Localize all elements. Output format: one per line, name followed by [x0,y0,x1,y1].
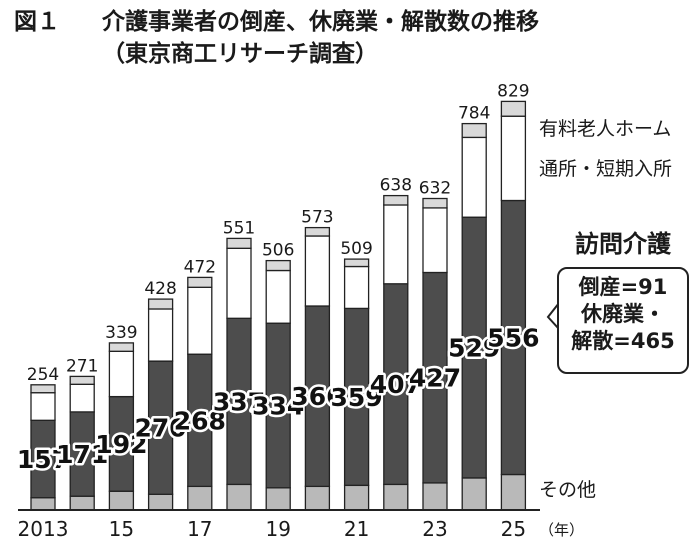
bar-segment-other-2025 [500,473,527,511]
bar-segment-nursing_home-2021 [343,258,370,268]
bar-segment-home_care-2025 [500,199,527,476]
bar-segment-other-2022 [383,483,409,511]
bar-segment-home_care-2015 [108,395,135,492]
total-label-2021: 509 [340,239,372,259]
x-axis-unit: （年） [539,521,585,539]
legend-label-other: その他 [539,479,597,501]
total-label-2025: 829 [497,81,529,101]
legend-label-nursing-home: 有料老人ホーム [539,118,672,140]
bar-segment-nursing_home-2014 [69,375,95,385]
home-care-label-2013: 157 [17,445,69,474]
bar-segment-home_care-2023 [422,271,448,484]
bar-segment-day_short_stay-2013 [30,392,56,421]
bar-segment-day_short_stay-2017 [187,286,213,355]
x-tick-label-2021: 21 [344,517,369,541]
x-tick-label-2019: 19 [265,517,290,541]
bar-segment-home_care-2021 [343,307,370,486]
callout-title: 訪問介護 [575,230,671,258]
total-label-2018: 551 [223,218,255,238]
bar-segment-other-2019 [265,487,291,511]
bar-segment-nursing_home-2025 [500,100,527,117]
bar-segment-nursing_home-2015 [108,342,135,352]
bar-segment-home_care-2020 [304,305,331,488]
bar-segment-nursing_home-2020 [304,226,331,237]
bar-segment-home_care-2013 [30,419,56,499]
home-care-label-2015: 192 [95,430,147,459]
bar-segment-day_short_stay-2021 [343,265,370,310]
home-care-label-2023: 427 [409,364,461,393]
bar-segment-home_care-2018 [226,317,252,486]
total-label-2014: 271 [66,356,98,376]
bar-segment-other-2018 [226,483,252,511]
bar-segment-nursing_home-2024 [461,122,487,139]
bar-segment-other-2015 [108,490,135,511]
bar-segment-home_care-2017 [187,353,213,488]
bar-segment-other-2016 [147,493,174,511]
home-care-label-2017: 268 [174,406,226,435]
bar-segment-other-2023 [422,482,448,511]
home-care-label-2022: 407 [370,370,422,399]
total-label-2019: 506 [262,241,294,261]
chart-title: 介護事業者の倒産、休廃業・解散数の推移 [102,9,539,35]
bar-segment-other-2013 [30,497,56,511]
bar-segment-nursing_home-2016 [147,298,174,310]
bar-segment-day_short_stay-2020 [304,235,331,307]
total-label-2022: 638 [380,176,412,196]
x-tick-label-2015: 15 [109,517,134,541]
x-tick-label-2013: 2013 [18,517,69,541]
chart-subtitle: （東京商工リサーチ調査） [102,41,378,67]
callout-box: 倒産=91 休廃業・ 解散=465 [557,267,689,374]
bar-segment-home_care-2016 [147,360,174,495]
bar-segment-day_short_stay-2014 [69,383,95,413]
bar-segment-nursing_home-2019 [265,259,291,272]
home-care-label-2024: 529 [448,334,500,363]
figure-label: 図１ [14,9,60,35]
bar-segment-day_short_stay-2023 [422,207,448,274]
bar-segment-other-2014 [69,495,95,511]
bar-segment-nursing_home-2017 [187,276,213,288]
total-label-2024: 784 [458,104,490,124]
bar-segment-nursing_home-2022 [383,194,409,206]
bar-segment-home_care-2022 [383,283,409,486]
x-tick-label-2017: 17 [187,517,212,541]
bar-segment-day_short_stay-2024 [461,136,487,218]
bar-segment-other-2021 [343,484,370,511]
x-tick-label-2025: 25 [501,517,526,541]
bar-segment-nursing_home-2023 [422,197,448,209]
bar-segment-other-2024 [461,477,487,511]
bar-segment-home_care-2024 [461,216,487,479]
bar-segment-day_short_stay-2022 [383,204,409,285]
callout-closure-line2: 解散=465 [571,329,675,353]
bar-segment-other-2020 [304,485,331,511]
total-label-2015: 339 [105,323,137,343]
home-care-label-2020: 366 [291,382,343,411]
total-label-2016: 428 [144,279,176,299]
x-tick-label-2023: 23 [422,517,447,541]
home-care-label-2019: 334 [252,392,304,421]
bar-segment-other-2017 [187,485,213,511]
callout-bankruptcy: 倒産=91 [578,275,668,299]
total-label-2023: 632 [419,179,451,199]
chart-title-row: 図１ 介護事業者の倒産、休廃業・解散数の推移 [14,8,539,36]
total-label-2017: 472 [184,257,216,277]
home-care-label-2025: 556 [487,324,539,353]
bar-segment-day_short_stay-2025 [500,115,527,202]
total-label-2020: 573 [301,208,333,228]
bar-segment-day_short_stay-2019 [265,269,291,324]
total-label-2013: 254 [27,365,59,385]
bar-segment-nursing_home-2013 [30,384,56,394]
bar-segment-home_care-2019 [265,322,291,489]
bar-segment-day_short_stay-2018 [226,247,252,319]
home-care-label-2021: 359 [331,383,383,412]
bar-segment-day_short_stay-2015 [108,350,135,398]
legend-label-day-short-stay: 通所・短期入所 [539,158,673,180]
bar-segment-day_short_stay-2016 [147,308,174,362]
home-care-label-2014: 171 [56,440,108,469]
bar-segment-home_care-2014 [69,411,95,497]
home-care-label-2018: 337 [213,387,265,416]
callout-closure-line1: 休廃業・ [581,302,665,326]
home-care-label-2016: 270 [135,414,187,443]
bar-segment-nursing_home-2018 [226,237,252,249]
